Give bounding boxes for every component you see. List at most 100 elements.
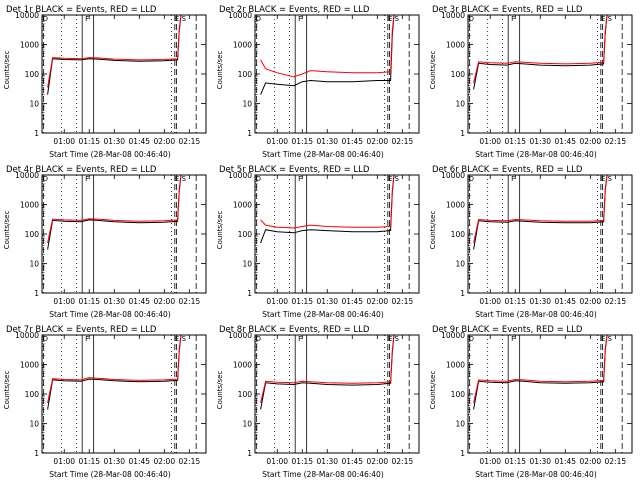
marker-label: F — [85, 175, 89, 183]
x-tick-label: 01:15 — [291, 457, 313, 466]
det-1r-chart: Det 1r BLACK = Events, RED = LLD Counts/… — [3, 5, 207, 159]
y-axis-label: Counts/sec — [216, 371, 224, 410]
series-line-lld — [260, 174, 395, 229]
y-tick-label: 10 — [455, 260, 465, 269]
chart-title: Det 7r BLACK = Events, RED = LLD — [6, 325, 157, 335]
y-axis-label: Counts/sec — [429, 371, 437, 410]
chart-title: Det 8r BLACK = Events, RED = LLD — [219, 325, 370, 335]
y-tick-label: 1 — [460, 449, 465, 458]
y-axis-label: Counts/sec — [3, 51, 11, 90]
x-tick-label: 01:45 — [341, 297, 363, 306]
plot-frame — [467, 14, 633, 134]
x-tick-label: 01:45 — [128, 297, 150, 306]
det-6r-chart: Det 6r BLACK = Events, RED = LLD Counts/… — [429, 165, 633, 319]
y-tick-label: 100 — [238, 230, 253, 239]
marker-label: S — [181, 175, 186, 183]
marker-label: S — [181, 15, 186, 23]
y-tick-label: 10 — [242, 420, 252, 429]
det-8r-chart: Det 8r BLACK = Events, RED = LLD Counts/… — [216, 325, 420, 479]
series-line-events — [260, 14, 395, 95]
x-axis-label: Start Time (28-Mar-08 00:46:40) — [475, 150, 597, 159]
y-tick-label: 10000 — [15, 11, 39, 20]
x-tick-label: 01:00 — [479, 297, 501, 306]
x-tick-label: 01:15 — [504, 297, 526, 306]
y-tick-label: 10000 — [15, 331, 39, 340]
chart-title: Det 9r BLACK = Events, RED = LLD — [432, 325, 583, 335]
marker-label: D — [43, 175, 48, 183]
plot-frame — [41, 334, 207, 454]
y-tick-label: 100 — [238, 70, 253, 79]
x-tick-label: 01:45 — [128, 137, 150, 146]
x-tick-label: 01:45 — [341, 457, 363, 466]
x-tick-label: 01:15 — [291, 137, 313, 146]
series-line-lld — [260, 334, 395, 404]
y-tick-label: 100 — [451, 230, 466, 239]
y-tick-label: 100 — [451, 390, 466, 399]
marker-label: F — [511, 175, 515, 183]
y-tick-label: 10000 — [441, 11, 465, 20]
x-axis-label: Start Time (28-Mar-08 00:46:40) — [262, 470, 384, 479]
x-axis-label: Start Time (28-Mar-08 00:46:40) — [262, 150, 384, 159]
series-line-events — [473, 14, 608, 90]
det-9r-chart: Det 9r BLACK = Events, RED = LLD Counts/… — [429, 325, 633, 479]
marker-label: D — [256, 175, 261, 183]
marker-label: E — [175, 15, 179, 23]
y-tick-label: 1 — [460, 129, 465, 138]
y-tick-label: 1 — [34, 129, 39, 138]
x-tick-label: 02:00 — [153, 457, 175, 466]
y-tick-label: 1000 — [233, 361, 252, 370]
marker-label: E — [601, 335, 605, 343]
x-tick-label: 01:00 — [53, 457, 75, 466]
x-tick-label: 01:15 — [504, 137, 526, 146]
x-tick-label: 01:30 — [316, 137, 338, 146]
x-tick-label: 02:15 — [179, 137, 201, 146]
marker-label: F — [298, 15, 302, 23]
series-line-lld — [47, 174, 182, 244]
series-line-events — [473, 174, 608, 250]
marker-label: S — [394, 175, 399, 183]
y-tick-label: 10 — [242, 100, 252, 109]
series-line-lld — [473, 334, 608, 404]
y-tick-label: 1 — [460, 289, 465, 298]
x-tick-label: 02:00 — [366, 457, 388, 466]
x-tick-label: 02:00 — [579, 137, 601, 146]
x-axis-label: Start Time (28-Mar-08 00:46:40) — [475, 470, 597, 479]
series-line-lld — [47, 14, 182, 88]
y-tick-label: 1000 — [233, 41, 252, 50]
x-tick-label: 01:30 — [103, 457, 125, 466]
marker-label: E — [175, 335, 179, 343]
x-tick-label: 01:00 — [266, 297, 288, 306]
x-tick-label: 01:00 — [53, 297, 75, 306]
y-tick-label: 100 — [25, 390, 40, 399]
x-tick-label: 01:45 — [554, 457, 576, 466]
y-tick-label: 1 — [247, 129, 252, 138]
marker-label: F — [511, 15, 515, 23]
x-tick-label: 01:30 — [529, 457, 551, 466]
x-tick-label: 02:00 — [366, 297, 388, 306]
y-tick-label: 10000 — [441, 331, 465, 340]
det-4r-chart: Det 4r BLACK = Events, RED = LLD Counts/… — [3, 165, 207, 319]
y-tick-label: 10 — [242, 260, 252, 269]
y-axis-label: Counts/sec — [3, 371, 11, 410]
x-axis-label: Start Time (28-Mar-08 00:46:40) — [49, 310, 171, 319]
marker-label: F — [85, 15, 89, 23]
y-tick-label: 10000 — [228, 11, 252, 20]
det-7r-chart: Det 7r BLACK = Events, RED = LLD Counts/… — [3, 325, 207, 479]
y-axis-label: Counts/sec — [3, 211, 11, 250]
chart-title: Det 2r BLACK = Events, RED = LLD — [219, 5, 370, 15]
marker-label: S — [394, 335, 399, 343]
marker-label: S — [607, 15, 612, 23]
y-tick-label: 1000 — [446, 361, 465, 370]
x-tick-label: 01:00 — [266, 137, 288, 146]
x-tick-label: 01:15 — [291, 297, 313, 306]
det-5r-chart: Det 5r BLACK = Events, RED = LLD Counts/… — [216, 165, 420, 319]
x-tick-label: 01:30 — [529, 297, 551, 306]
x-tick-label: 01:30 — [103, 137, 125, 146]
y-tick-label: 100 — [451, 70, 466, 79]
chart-title: Det 6r BLACK = Events, RED = LLD — [432, 165, 583, 175]
series-line-lld — [260, 14, 395, 78]
marker-label: D — [256, 335, 261, 343]
x-tick-label: 02:00 — [579, 297, 601, 306]
x-tick-label: 01:45 — [554, 297, 576, 306]
marker-label: E — [601, 175, 605, 183]
